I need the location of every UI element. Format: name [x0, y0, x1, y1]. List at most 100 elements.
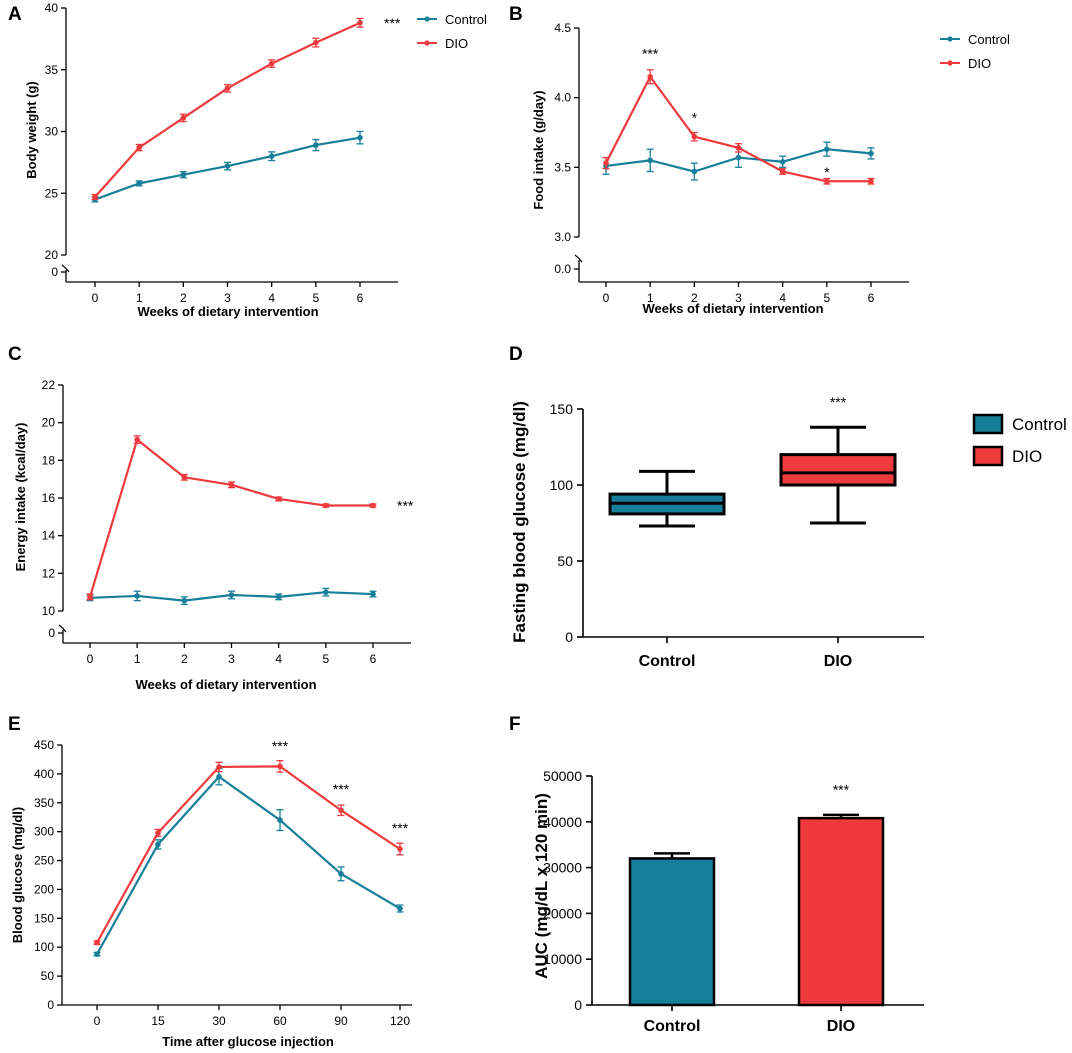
y-tick-label: 150	[550, 401, 574, 417]
axis-break-mark	[61, 264, 70, 273]
x-tick-label: 90	[334, 1014, 348, 1028]
legend-label-dio: DIO	[968, 56, 991, 71]
legend-swatch-dio	[972, 445, 1004, 467]
y-tick-label: 40	[45, 1, 59, 15]
y-tick-label: 20	[42, 416, 56, 430]
y-tick-label: 30	[45, 125, 59, 139]
x-tick-label: 4	[779, 291, 786, 305]
legend-marker-control	[424, 16, 430, 22]
y-tick-label: 450	[34, 738, 54, 752]
significance-label: *	[824, 164, 830, 180]
y-tick-label: 40000	[543, 814, 582, 830]
series-line-dio	[88, 438, 373, 598]
x-tick-label: 30	[212, 1014, 226, 1028]
data-point-control	[647, 157, 653, 164]
data-point-dio	[277, 763, 283, 770]
data-point-dio	[603, 160, 609, 166]
y-tick-label: 50	[41, 969, 55, 983]
data-point-control	[94, 951, 100, 957]
x-axis-title: Weeks of dietary intervention	[135, 677, 316, 692]
panel-letter-c: C	[8, 344, 22, 365]
data-point-control	[180, 171, 187, 178]
legend-marker-dio	[947, 60, 953, 66]
y-tick-label: 25	[45, 186, 59, 200]
y-tick-label: 10	[42, 604, 56, 618]
data-point-dio	[824, 178, 830, 185]
data-point-dio	[216, 764, 222, 770]
x-tick-label: 0	[603, 291, 610, 305]
panel-letter-f: F	[509, 714, 521, 735]
data-point-control	[691, 168, 698, 175]
y-tick-label-zero: 0	[48, 626, 55, 640]
panel-e: E 0 50 100 150 200 250 300 350 400 450 0 15 30 60 90 120…	[8, 714, 412, 1049]
y-tick-label: 100	[34, 940, 54, 954]
data-point-dio	[134, 436, 140, 443]
y-tick-label: 3.5	[554, 160, 571, 174]
y-tick-label: 16	[42, 491, 56, 505]
panel-letter-e: E	[8, 714, 21, 735]
significance-label: ***	[333, 781, 350, 797]
significance-label: *	[692, 110, 698, 126]
x-category-label: DIO	[824, 653, 852, 670]
y-tick-label: 0	[574, 997, 582, 1013]
y-tick-label: 20000	[543, 905, 582, 921]
legend-label-control: Control	[445, 12, 487, 27]
axis-break-mark	[58, 624, 67, 633]
x-tick-label: 4	[268, 291, 275, 305]
data-point-dio	[357, 20, 363, 26]
x-tick-label: 120	[390, 1014, 410, 1028]
y-axis-title: Food intake (g/day)	[531, 90, 546, 209]
y-tick-label: 150	[34, 911, 54, 925]
data-point-dio	[268, 60, 275, 67]
data-point-dio	[136, 144, 142, 151]
x-category-label: Control	[639, 653, 696, 670]
panel-letter-b: B	[509, 4, 523, 25]
y-tick-label: 0	[47, 998, 54, 1012]
significance-label: ***	[830, 394, 847, 410]
y-axis-title: Fasting blood glucose (mg/dl)	[510, 401, 529, 643]
axis-break-mark	[574, 254, 583, 263]
y-axis-title: Body weight (g)	[24, 81, 39, 179]
x-tick-label: 4	[275, 652, 282, 666]
significance-label: ***	[397, 498, 414, 514]
x-tick-label: 3	[224, 291, 231, 305]
data-point-dio	[868, 178, 874, 185]
panel-letter-a: A	[8, 4, 22, 25]
data-point-control	[323, 589, 329, 595]
data-point-control	[275, 594, 282, 600]
panel-letter-d: D	[509, 344, 523, 365]
y-axis-title: AUC (mg/dL x 120 min)	[532, 793, 551, 979]
y-tick-label: 22	[42, 378, 56, 392]
y-tick-label: 20	[45, 248, 59, 262]
y-tick-label: 100	[550, 477, 574, 493]
y-tick-label: 300	[34, 825, 54, 839]
y-tick-label-zero: 0.0	[554, 262, 571, 276]
data-point-control	[134, 593, 140, 599]
y-tick-label: 350	[34, 796, 54, 810]
significance-label: ***	[642, 46, 659, 62]
x-tick-label: 3	[228, 652, 235, 666]
data-point-dio	[180, 115, 187, 121]
x-tick-label: 0	[92, 291, 99, 305]
data-point-control	[181, 597, 188, 604]
panel-f: F 0 10000 20000 30000 40000 50000 AUC (mg/dL x …	[509, 714, 924, 1035]
legend-marker-control	[947, 36, 953, 42]
data-point-dio	[181, 474, 188, 481]
panel-b: B 3.0 3.5 4.0 4.5 0.0 0 1 2 3 4 5 6 Weeks of dietary …	[509, 4, 1010, 316]
data-point-dio	[370, 502, 376, 509]
x-tick-label: 0	[87, 652, 94, 666]
legend-label-dio: DIO	[1012, 447, 1042, 466]
y-tick-label: 4.0	[554, 91, 571, 105]
data-point-dio	[87, 594, 93, 600]
x-tick-label: 1	[647, 291, 654, 305]
x-category-label: Control	[644, 1018, 701, 1035]
x-tick-label: 2	[180, 291, 187, 305]
panel-a: A 20 25 30 35 40 0 0 1 2 3 4 5 6 Weeks of dietary inte…	[8, 1, 487, 319]
y-axis-title: Energy intake (kcal/day)	[13, 423, 28, 572]
legend-label-control: Control	[1012, 415, 1067, 434]
data-point-control	[228, 592, 235, 598]
y-tick-label: 12	[42, 566, 56, 580]
x-tick-label: 2	[181, 652, 188, 666]
